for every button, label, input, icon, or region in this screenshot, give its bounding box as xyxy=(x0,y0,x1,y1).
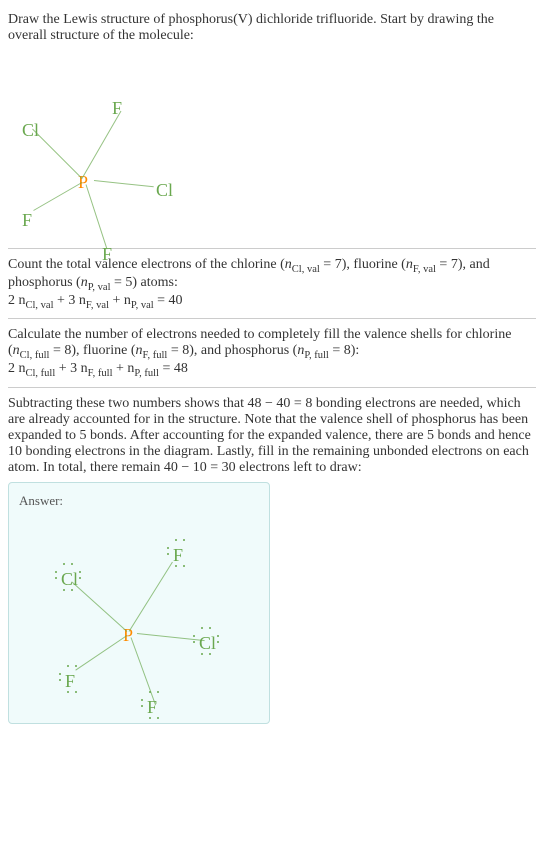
atom: F xyxy=(147,697,157,718)
lone-pair-dot xyxy=(67,665,69,667)
lone-pair-dot xyxy=(141,699,143,701)
step2-formula: 2 nCl, full + 3 nF, full + nP, full = 48 xyxy=(8,361,536,379)
intro-text: Draw the Lewis structure of phosphorus(V… xyxy=(8,12,536,44)
lone-pair-dot xyxy=(183,565,185,567)
atom: F xyxy=(173,545,183,566)
lone-pair-dot xyxy=(141,705,143,707)
lone-pair-dot xyxy=(71,563,73,565)
lone-pair-dot xyxy=(201,627,203,629)
lone-pair-dot xyxy=(167,553,169,555)
step1-text: Count the total valence electrons of the… xyxy=(8,257,490,290)
bond xyxy=(32,129,82,179)
atom: Cl xyxy=(199,633,216,654)
answer-box: Answer: PFClClFF xyxy=(8,482,270,724)
bond xyxy=(82,111,122,179)
bond xyxy=(33,182,82,211)
lone-pair-dot xyxy=(63,589,65,591)
lone-pair-dot xyxy=(71,589,73,591)
lone-pair-dot xyxy=(149,691,151,693)
atom: Cl xyxy=(22,120,39,141)
lone-pair-dot xyxy=(75,665,77,667)
molecule-skeleton: PFClClFF xyxy=(8,52,208,232)
bond xyxy=(75,635,127,670)
bond xyxy=(86,184,108,249)
lone-pair-dot xyxy=(201,653,203,655)
step1-formula: 2 nCl, val + 3 nF, val + nP, val = 40 xyxy=(8,293,536,311)
lone-pair-dot xyxy=(209,653,211,655)
lone-pair-dot xyxy=(217,635,219,637)
lone-pair-dot xyxy=(75,691,77,693)
lone-pair-dot xyxy=(79,577,81,579)
lone-pair-dot xyxy=(175,539,177,541)
lone-pair-dot xyxy=(193,641,195,643)
bond xyxy=(129,562,173,632)
lone-pair-dot xyxy=(79,571,81,573)
lone-pair-dot xyxy=(55,571,57,573)
step2: Calculate the number of electrons needed… xyxy=(8,319,536,387)
answer-label: Answer: xyxy=(19,493,259,509)
lone-pair-dot xyxy=(209,627,211,629)
lone-pair-dot xyxy=(157,691,159,693)
intro-section: Draw the Lewis structure of phosphorus(V… xyxy=(8,4,536,248)
lewis-structure: PFClClFF xyxy=(19,513,239,713)
step3: Subtracting these two numbers shows that… xyxy=(8,388,536,732)
lone-pair-dot xyxy=(59,673,61,675)
lone-pair-dot xyxy=(149,717,151,719)
lone-pair-dot xyxy=(193,635,195,637)
atom: Cl xyxy=(156,180,173,201)
lone-pair-dot xyxy=(217,641,219,643)
atom: F xyxy=(65,671,75,692)
atom: F xyxy=(102,244,112,265)
step2-text: Calculate the number of electrons needed… xyxy=(8,327,511,358)
atom: Cl xyxy=(61,569,78,590)
bond xyxy=(72,582,128,632)
bond xyxy=(94,180,154,187)
lone-pair-dot xyxy=(157,717,159,719)
lone-pair-dot xyxy=(63,563,65,565)
step3-text: Subtracting these two numbers shows that… xyxy=(8,396,536,476)
lone-pair-dot xyxy=(183,539,185,541)
lone-pair-dot xyxy=(55,577,57,579)
lone-pair-dot xyxy=(175,565,177,567)
atom: F xyxy=(112,98,122,119)
bond xyxy=(131,637,157,705)
lone-pair-dot xyxy=(59,679,61,681)
lone-pair-dot xyxy=(167,547,169,549)
lone-pair-dot xyxy=(67,691,69,693)
step1: Count the total valence electrons of the… xyxy=(8,249,536,318)
atom: F xyxy=(22,210,32,231)
